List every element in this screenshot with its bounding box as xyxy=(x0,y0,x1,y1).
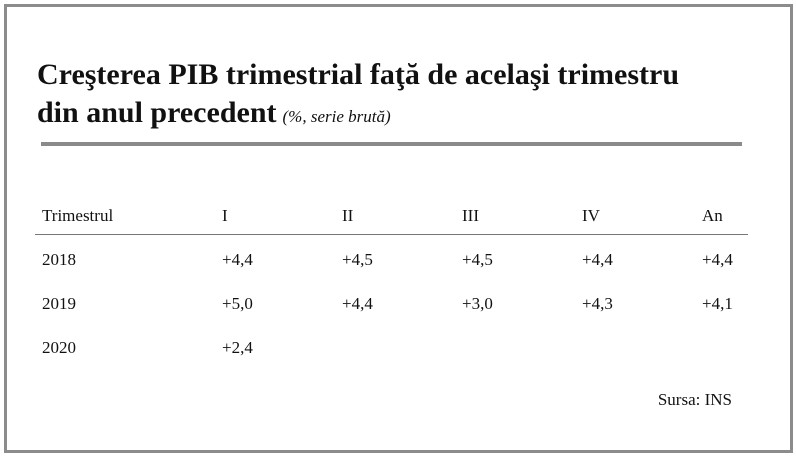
header-rule xyxy=(35,234,748,235)
column-header: Trimestrul xyxy=(42,206,114,225)
row-label: 2019 xyxy=(42,294,76,313)
table-cell: +4,4 xyxy=(342,294,373,313)
table-cell: +4,3 xyxy=(582,294,613,313)
row-label: 2020 xyxy=(42,338,76,357)
column-header: II xyxy=(342,206,354,225)
table-cell: +3,0 xyxy=(462,294,493,313)
table-cell: +4,5 xyxy=(462,250,493,269)
title-line: din anul precedent xyxy=(37,96,277,129)
title-line: din anul precedent (%, serie brută) xyxy=(37,96,391,130)
table-cell: +4,5 xyxy=(342,250,373,269)
subtitle: (%, serie brută) xyxy=(282,107,391,126)
table-cell: +4,1 xyxy=(702,294,733,313)
row-label: 2018 xyxy=(42,250,76,269)
table-cell: +4,4 xyxy=(582,250,613,269)
table-cell: +4,4 xyxy=(702,250,733,269)
column-header: An xyxy=(702,206,723,225)
table-cell: +2,4 xyxy=(222,338,253,357)
source: Sursa: INS xyxy=(657,390,732,409)
column-header: I xyxy=(222,206,228,225)
title-line: Creşterea PIB trimestrial faţă de acelaş… xyxy=(37,58,679,91)
frame xyxy=(4,4,793,453)
title-rule xyxy=(41,142,742,146)
column-header: III xyxy=(462,206,479,225)
table-cell: +5,0 xyxy=(222,294,253,313)
table-cell: +4,4 xyxy=(222,250,253,269)
column-header: IV xyxy=(582,206,600,225)
